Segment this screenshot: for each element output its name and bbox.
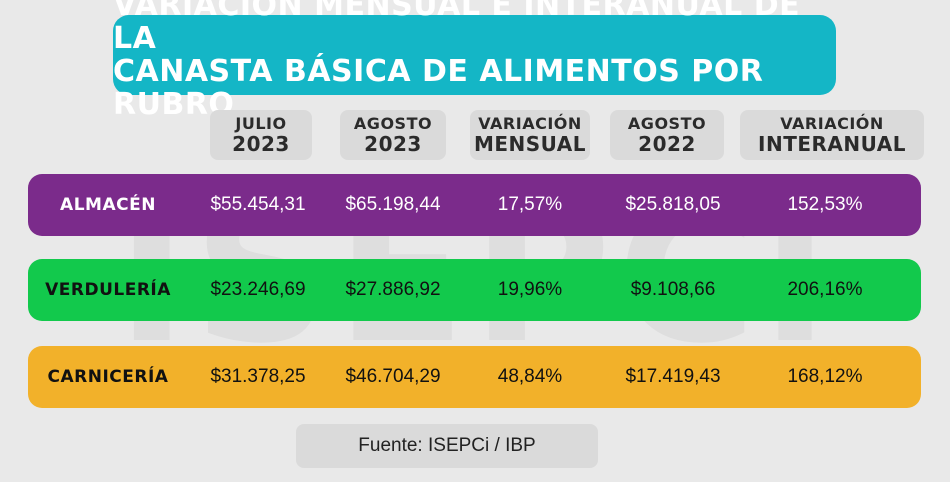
- cell-julio-2023: $31.378,25: [210, 366, 306, 387]
- column-header-line-2: 2023: [364, 132, 422, 156]
- column-header-variacion-interanual: VARIACIÓN INTERANUAL: [740, 110, 924, 160]
- column-header-julio-2023: JULIO 2023: [210, 110, 312, 160]
- cell-agosto-2022: $17.419,43: [625, 366, 721, 387]
- title-line-1: VARIACIÓN MENSUAL E INTERANUAL DE LA: [113, 0, 801, 56]
- cell-julio-2023: $23.246,69: [210, 279, 306, 300]
- cell-variacion-interanual: 206,16%: [787, 279, 863, 300]
- column-header-line-2: INTERANUAL: [758, 132, 906, 156]
- chart-title: VARIACIÓN MENSUAL E INTERANUAL DE LA CAN…: [113, 0, 836, 121]
- column-header-line-1: JULIO: [235, 114, 287, 133]
- column-header-line-1: VARIACIÓN: [478, 114, 582, 133]
- cell-variacion-interanual: 152,53%: [787, 194, 863, 215]
- cell-variacion-mensual: 19,96%: [497, 279, 563, 300]
- cell-variacion-mensual: 48,84%: [497, 366, 563, 387]
- cell-agosto-2022: $25.818,05: [625, 194, 721, 215]
- row-label: CARNICERÍA: [47, 367, 169, 387]
- table-row-carniceria: CARNICERÍA $31.378,25 $46.704,29 48,84% …: [28, 346, 921, 408]
- cell-variacion-mensual: 17,57%: [497, 194, 563, 215]
- table-row-verduleria: VERDULERÍA $23.246,69 $27.886,92 19,96% …: [28, 259, 921, 321]
- cell-agosto-2023: $46.704,29: [345, 366, 441, 387]
- row-label: VERDULERÍA: [45, 280, 171, 300]
- column-header-variacion-mensual: VARIACIÓN MENSUAL: [470, 110, 590, 160]
- cell-agosto-2023: $65.198,44: [345, 194, 441, 215]
- column-header-line-2: MENSUAL: [473, 132, 587, 156]
- column-header-line-2: 2022: [638, 132, 696, 156]
- title-line-2: CANASTA BÁSICA DE ALIMENTOS POR RUBRO: [113, 54, 764, 122]
- cell-variacion-interanual: 168,12%: [787, 366, 863, 387]
- column-header-agosto-2022: AGOSTO 2022: [610, 110, 724, 160]
- column-header-agosto-2023: AGOSTO 2023: [340, 110, 446, 160]
- column-header-line-1: VARIACIÓN: [780, 114, 884, 133]
- source-note: Fuente: ISEPCi / IBP: [296, 424, 598, 468]
- row-label: ALMACÉN: [60, 195, 156, 215]
- column-header-line-1: AGOSTO: [627, 114, 707, 133]
- column-header-line-1: AGOSTO: [353, 114, 433, 133]
- cell-agosto-2022: $9.108,66: [630, 279, 716, 300]
- cell-julio-2023: $55.454,31: [210, 194, 306, 215]
- table-row-almacen: ALMACÉN $55.454,31 $65.198,44 17,57% $25…: [28, 174, 921, 236]
- column-header-line-2: 2023: [232, 132, 290, 156]
- cell-agosto-2023: $27.886,92: [345, 279, 441, 300]
